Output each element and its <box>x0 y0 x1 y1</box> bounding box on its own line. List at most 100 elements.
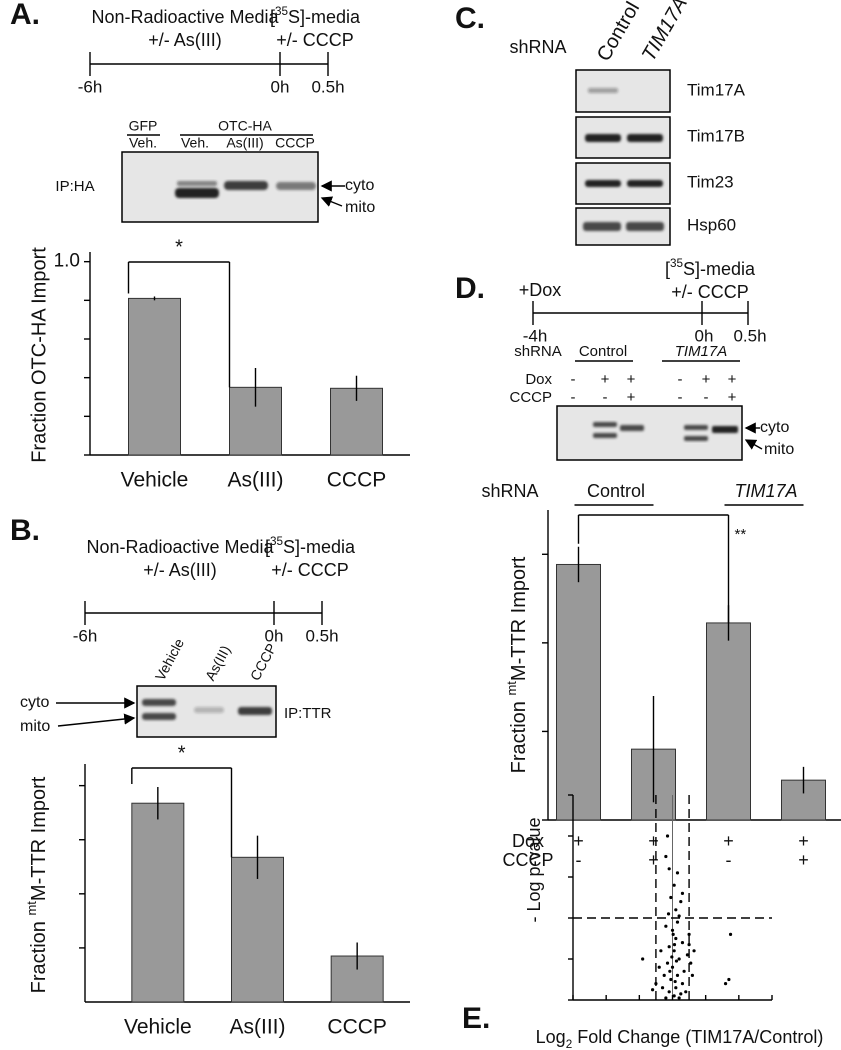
label-part: M-TTR Import <box>28 776 50 901</box>
sign: - <box>678 371 683 388</box>
point <box>727 977 731 982</box>
band-label: cyto <box>760 419 789 436</box>
point <box>687 943 691 947</box>
bar <box>128 297 181 456</box>
group-label: shRNA <box>481 481 538 501</box>
band-label: mito <box>20 718 50 735</box>
point <box>669 895 673 900</box>
point <box>659 949 663 953</box>
ip-label: IP:HA <box>55 178 94 195</box>
point <box>670 965 675 969</box>
label-part: S]-media <box>283 537 356 557</box>
lane-label: CCCP <box>275 135 315 151</box>
label-part: S]-media <box>683 259 756 279</box>
time-label: 0h <box>695 326 714 345</box>
point <box>670 955 674 959</box>
band-label: cyto <box>20 694 49 711</box>
point <box>641 957 645 961</box>
point <box>684 990 688 994</box>
point <box>667 990 671 994</box>
point <box>687 932 691 937</box>
row-label: Dox <box>525 371 552 388</box>
sign: + <box>648 850 659 870</box>
blot-a <box>121 151 319 223</box>
point <box>689 961 693 965</box>
point <box>670 928 675 932</box>
point <box>675 920 680 924</box>
group-label: Control <box>587 481 645 501</box>
bar <box>231 856 284 1003</box>
column-label: Control <box>593 0 644 65</box>
sign: + <box>702 371 711 388</box>
point <box>664 924 668 928</box>
bar <box>131 802 185 1003</box>
y-axis-label: Fraction mtM-TTR Import <box>504 556 530 773</box>
timeline-text: +/- As(III) <box>148 30 222 50</box>
timeline-text: Non-Radioactive Media <box>86 537 274 557</box>
lane-label: CCCP <box>247 641 280 684</box>
time-label: 0.5h <box>311 77 344 96</box>
panel-label: E. <box>462 1002 490 1035</box>
label-part: S]-media <box>288 7 361 27</box>
sign: + <box>648 831 659 851</box>
timeline-text: +/- CCCP <box>271 560 349 580</box>
timeline-text: +/- CCCP <box>671 282 749 302</box>
blot-b <box>136 685 277 738</box>
label-part: Log <box>536 1027 566 1047</box>
sign: - <box>704 389 709 406</box>
point <box>685 953 690 957</box>
point <box>677 914 681 918</box>
band-label: cyto <box>345 177 374 194</box>
significance: * <box>178 742 186 764</box>
point <box>682 969 686 973</box>
bar <box>556 563 601 821</box>
timeline-text: [35S]-media <box>270 5 361 27</box>
label-part: mt <box>24 901 39 916</box>
lane-label: Vehicle <box>152 636 187 684</box>
group-label: Control <box>579 343 627 360</box>
sign: + <box>728 371 737 388</box>
sign: + <box>798 831 809 851</box>
timeline-text: [35S]-media <box>665 257 756 279</box>
time-label: -4h <box>523 326 548 345</box>
point <box>690 973 695 978</box>
point <box>677 957 681 961</box>
sign: - <box>726 850 732 870</box>
timeline-text: +/- As(III) <box>143 560 217 580</box>
x-tick-label: As(III) <box>228 469 284 492</box>
time-label: 0.5h <box>305 626 338 645</box>
y-axis-label: - Log p-value <box>524 817 544 922</box>
label-part: Fold Change (TIM17A/Control) <box>572 1027 823 1047</box>
point <box>669 977 673 982</box>
time-label: 0h <box>265 626 284 645</box>
x-axis-label: Log2 Fold Change (TIM17A/Control) <box>536 1027 824 1050</box>
timeline-text: [35S]-media <box>265 535 356 557</box>
panel-label: D. <box>455 272 485 305</box>
point <box>680 891 685 896</box>
blot-d <box>556 405 743 461</box>
label-part: mt <box>504 681 519 696</box>
point <box>667 945 671 949</box>
point <box>674 936 678 941</box>
sign: - <box>678 389 683 406</box>
sign: - <box>571 371 576 388</box>
sign: + <box>601 371 610 388</box>
timeline-text: +Dox <box>519 280 562 300</box>
point <box>673 979 677 984</box>
sign: + <box>798 850 809 870</box>
point <box>671 932 675 937</box>
sign: + <box>627 389 636 406</box>
sign: - <box>603 389 608 406</box>
sign: + <box>573 831 584 851</box>
point <box>728 932 733 937</box>
column-label: TIM17A <box>638 0 692 65</box>
point <box>662 973 666 978</box>
row-label: shRNA <box>509 37 566 57</box>
x-tick-label: Vehicle <box>121 469 189 492</box>
point <box>665 961 670 965</box>
label-part: 2 <box>566 1038 573 1050</box>
lane-group: GFP <box>129 118 158 134</box>
point <box>664 996 668 1000</box>
blot-c <box>575 69 671 246</box>
